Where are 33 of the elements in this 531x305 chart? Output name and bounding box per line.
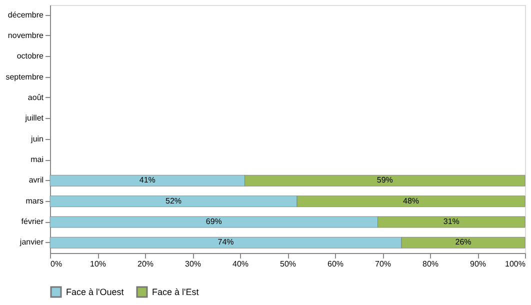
x-tick-label: 20%: [137, 260, 154, 268]
x-tick-label: 80%: [422, 260, 439, 268]
y-tick-label: avril: [28, 176, 44, 185]
data-label: 69%: [206, 217, 222, 226]
legend-label: Face à l'Est: [152, 287, 200, 297]
y-tick-label: janvier: [18, 238, 44, 247]
y-tick-label: novembre: [8, 31, 44, 40]
x-tick-label: 10%: [90, 260, 106, 268]
x-tick-label: 70%: [374, 260, 392, 268]
data-label: 52%: [165, 196, 182, 206]
y-tick-label: octobre: [16, 52, 44, 61]
x-tick-label: 30%: [184, 260, 202, 268]
data-label: 31%: [443, 217, 460, 226]
y-tick-label: juin: [30, 134, 44, 144]
x-tick-label: 60%: [327, 260, 344, 268]
legend-label: Face à l'Ouest: [66, 287, 124, 297]
data-label: 48%: [402, 196, 420, 206]
x-tick-label: 50%: [280, 260, 296, 268]
y-tick-label: février: [21, 217, 44, 226]
y-tick-label: juillet: [24, 114, 44, 123]
y-tick-label: août: [28, 93, 44, 102]
y-tick-label: mars: [26, 196, 44, 206]
x-tick-label: 100%: [505, 260, 526, 268]
y-tick-label: décembre: [8, 10, 44, 20]
data-label: 26%: [455, 238, 472, 247]
y-tick-label: mai: [30, 155, 44, 164]
x-tick-label: 0%: [50, 260, 62, 268]
x-tick-label: 40%: [232, 260, 249, 268]
y-tick-label: septembre: [6, 72, 44, 82]
data-label: 59%: [376, 176, 393, 185]
x-tick-label: 90%: [470, 260, 486, 268]
data-label: 74%: [218, 238, 234, 247]
data-label: 41%: [139, 176, 156, 185]
